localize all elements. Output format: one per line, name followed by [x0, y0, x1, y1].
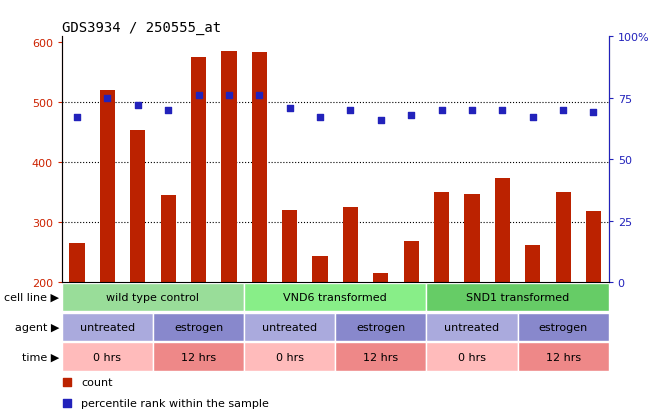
Bar [312, 256, 327, 282]
Text: 0 hrs: 0 hrs [93, 352, 122, 362]
Text: GDS3934 / 250555_at: GDS3934 / 250555_at [62, 21, 221, 35]
Bar [373, 273, 389, 282]
Point [527, 115, 538, 121]
Point [345, 107, 355, 114]
Bar [62, 283, 244, 312]
Bar [161, 196, 176, 282]
Text: 12 hrs: 12 hrs [363, 352, 398, 362]
Bar [221, 52, 236, 282]
Point [380, 107, 390, 114]
Bar [434, 193, 449, 282]
Point [254, 93, 264, 100]
Text: count: count [81, 377, 113, 387]
Bar [586, 212, 601, 282]
Bar [525, 245, 540, 282]
Text: untreated: untreated [80, 322, 135, 332]
Bar [404, 242, 419, 282]
Text: VND6 transformed: VND6 transformed [283, 292, 387, 302]
Bar [62, 342, 153, 371]
Bar [426, 283, 609, 312]
Point [380, 295, 390, 302]
Bar [426, 313, 518, 342]
Point [133, 102, 143, 109]
Bar [335, 342, 426, 371]
Point [558, 107, 568, 114]
Text: cell line ▶: cell line ▶ [4, 292, 59, 302]
Text: 12 hrs: 12 hrs [181, 352, 216, 362]
Text: SND1 transformed: SND1 transformed [466, 292, 569, 302]
Bar [153, 342, 244, 371]
Point [224, 93, 234, 100]
Point [497, 107, 508, 114]
Point [589, 110, 599, 116]
Bar [153, 313, 244, 342]
Text: 12 hrs: 12 hrs [546, 352, 581, 362]
Point [406, 112, 417, 119]
Text: 0 hrs: 0 hrs [458, 352, 486, 362]
Bar [343, 208, 358, 282]
Bar [100, 91, 115, 282]
Text: 0 hrs: 0 hrs [275, 352, 304, 362]
Bar [518, 313, 609, 342]
Point [163, 107, 173, 114]
Point [376, 117, 386, 124]
Bar [70, 244, 85, 282]
Bar [426, 342, 518, 371]
Bar [518, 342, 609, 371]
Point [284, 105, 295, 112]
Text: percentile rank within the sample: percentile rank within the sample [81, 398, 269, 408]
Bar [252, 53, 267, 282]
Text: estrogen: estrogen [174, 322, 223, 332]
Bar [244, 313, 335, 342]
Bar [282, 211, 298, 282]
Text: estrogen: estrogen [356, 322, 406, 332]
Point [467, 107, 477, 114]
Point [193, 93, 204, 100]
Text: untreated: untreated [262, 322, 317, 332]
Bar [244, 283, 426, 312]
Point [315, 115, 326, 121]
Bar [495, 178, 510, 282]
Text: estrogen: estrogen [538, 322, 588, 332]
Bar [555, 193, 571, 282]
Bar [244, 342, 335, 371]
Text: time ▶: time ▶ [22, 352, 59, 362]
Text: untreated: untreated [445, 322, 499, 332]
Bar [130, 131, 145, 282]
Point [102, 95, 113, 102]
Point [72, 115, 82, 121]
Text: agent ▶: agent ▶ [15, 322, 59, 332]
Text: wild type control: wild type control [107, 292, 199, 302]
Bar [191, 58, 206, 282]
Bar [62, 313, 153, 342]
Bar [464, 195, 480, 282]
Point [436, 107, 447, 114]
Bar [335, 313, 426, 342]
